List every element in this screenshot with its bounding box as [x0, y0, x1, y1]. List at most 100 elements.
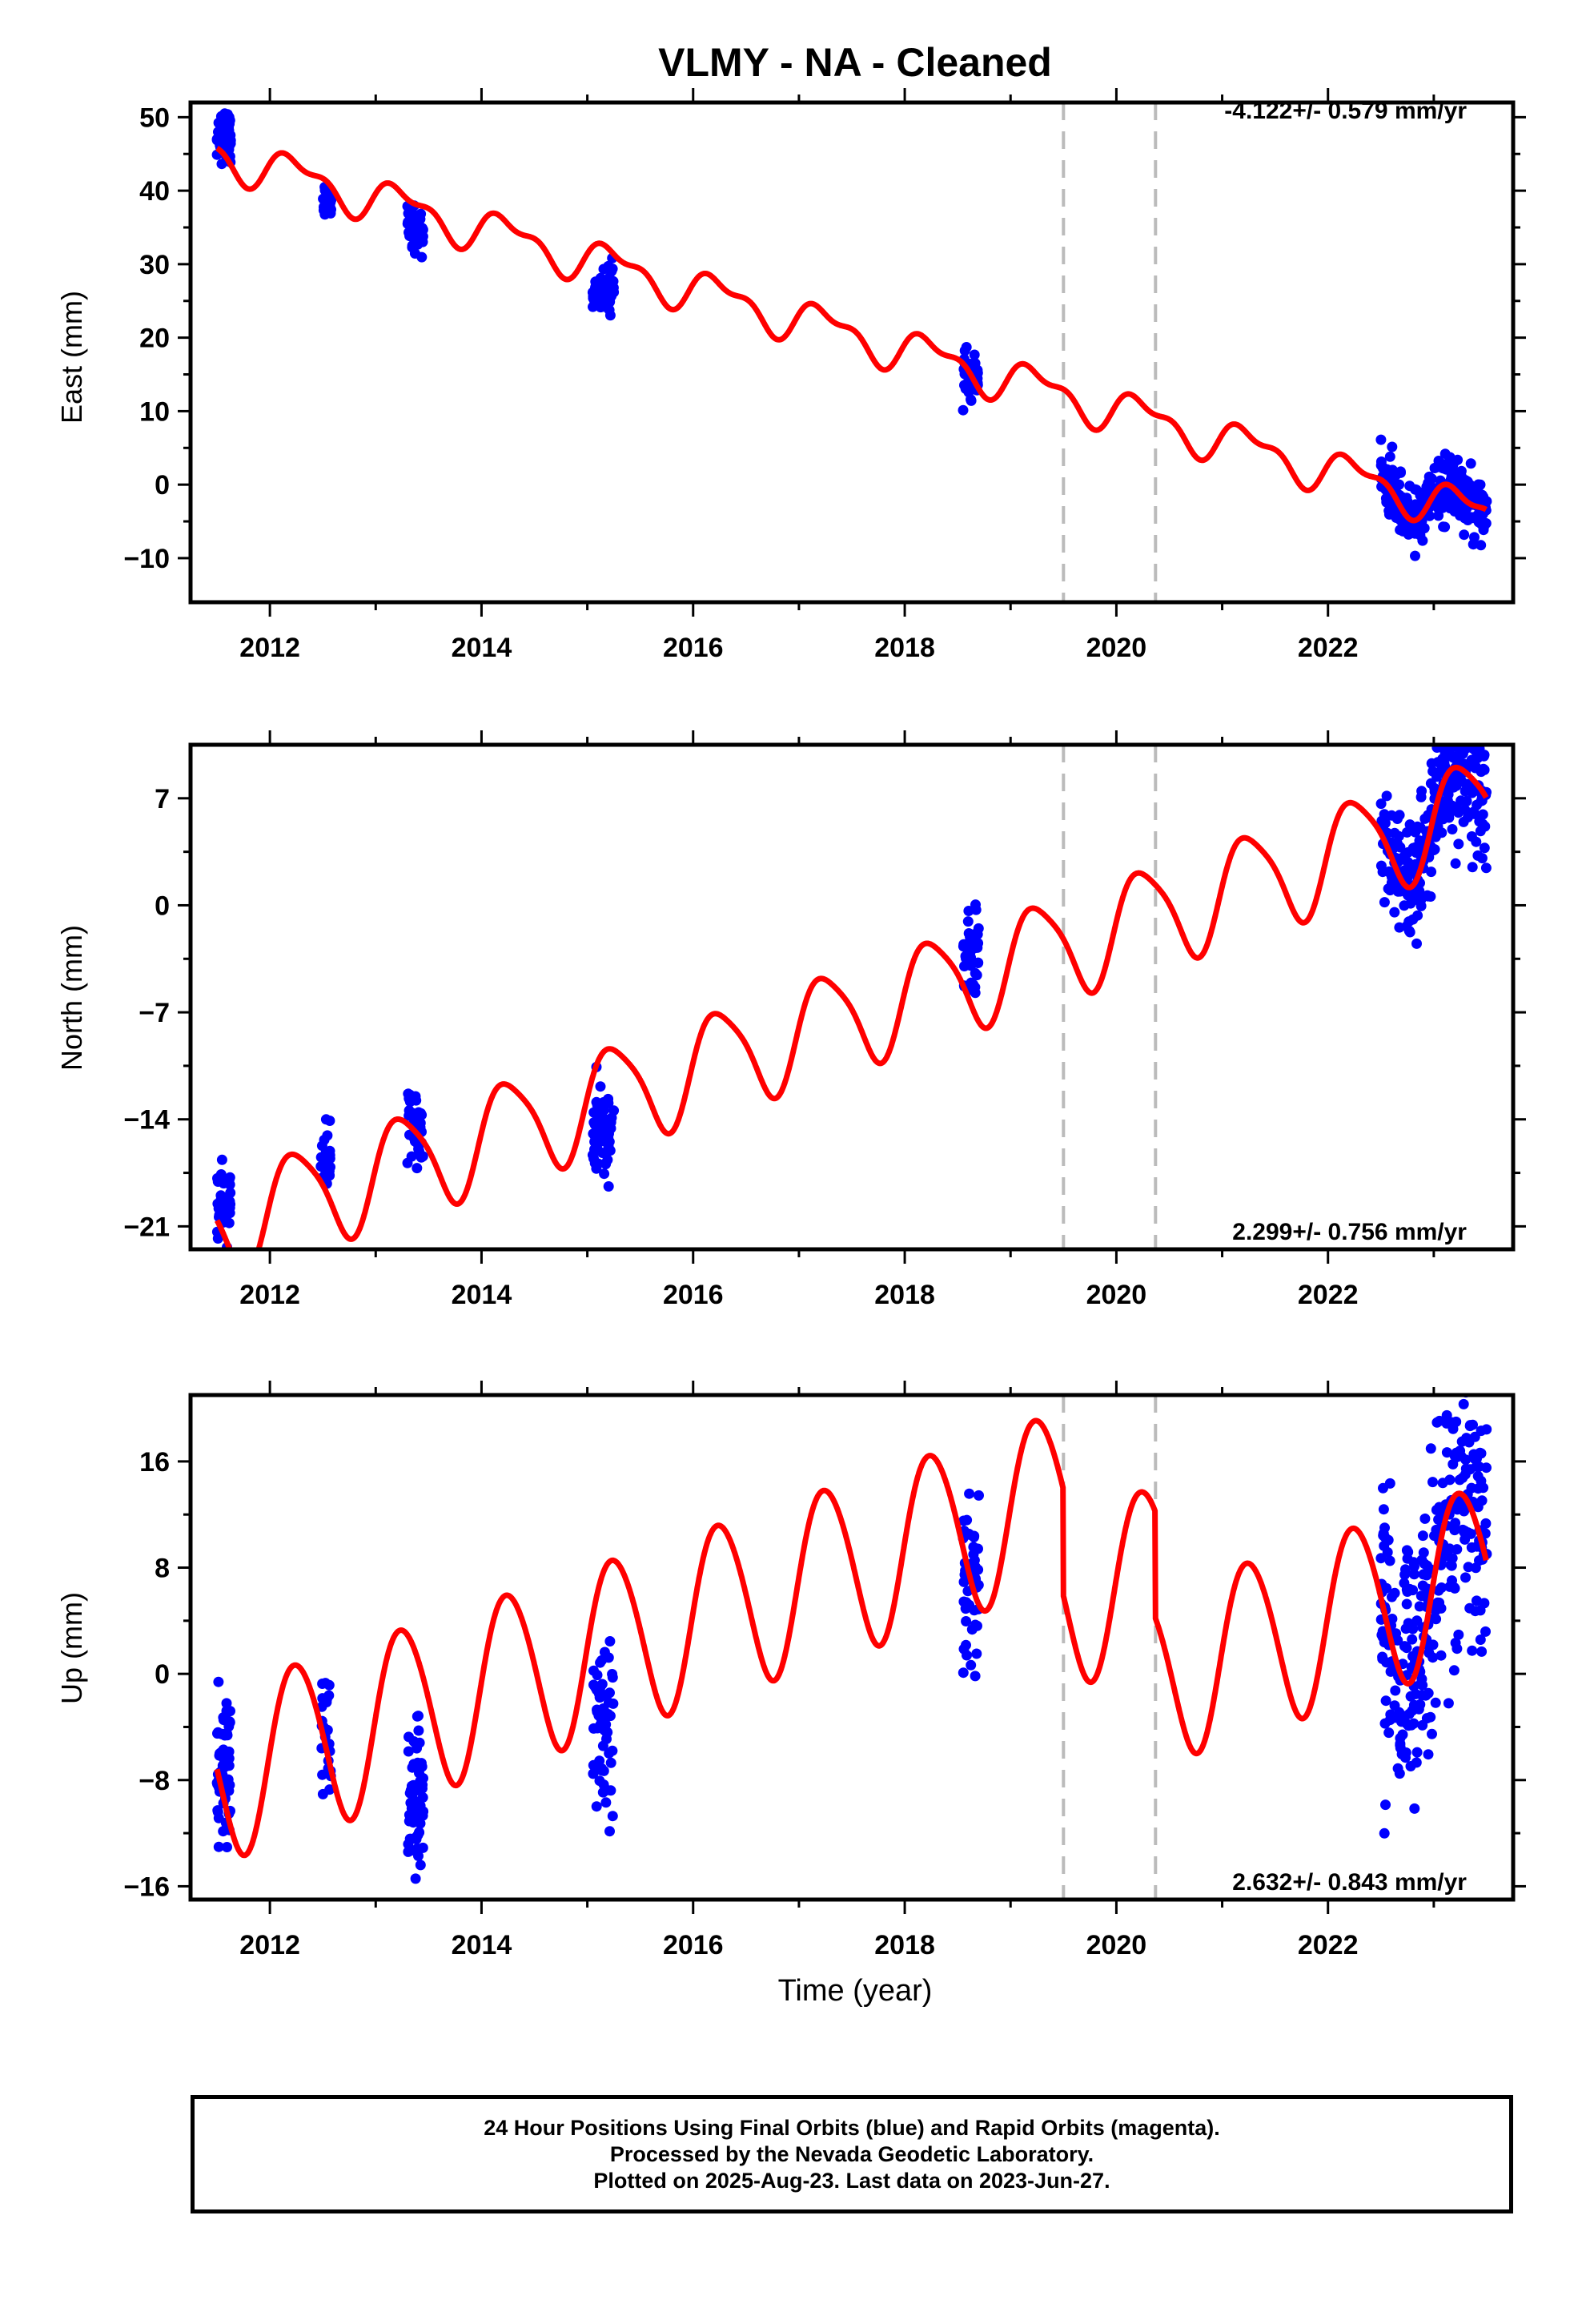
north-data-point	[1470, 761, 1481, 772]
north-data-point	[1468, 808, 1480, 819]
up-data-point	[958, 1667, 969, 1679]
up-ylabel: Up (mm)	[55, 1592, 88, 1704]
north-data-point	[1448, 730, 1459, 740]
north-data-point	[1441, 698, 1452, 709]
up-data-point	[966, 1659, 977, 1671]
up-data-point	[416, 1758, 427, 1769]
east-data-point	[1417, 535, 1428, 546]
up-data-point	[1436, 1582, 1447, 1593]
up-data-point	[1476, 1646, 1488, 1657]
up-data-point	[1427, 1639, 1439, 1651]
north-data-point	[599, 1168, 610, 1180]
up-data-point	[1442, 1550, 1453, 1562]
up-data-point	[1379, 1540, 1390, 1551]
north-data-point	[1447, 731, 1458, 742]
caption-line-2: Processed by the Nevada Geodetic Laborat…	[609, 2141, 1094, 2166]
up-data-point	[1472, 1470, 1484, 1482]
up-data-point	[1437, 1478, 1448, 1489]
east-data-point	[1448, 472, 1460, 484]
north-data-point	[1460, 730, 1471, 740]
north-data-point	[1456, 775, 1467, 786]
up-data-point	[412, 1711, 423, 1722]
north-data-point	[413, 1144, 424, 1155]
up-data-point	[1460, 1572, 1471, 1583]
east-data-point	[1375, 434, 1387, 445]
north-panel: North (mm) 2.299+/- 0.756 mm/yr 2012 2014…	[55, 688, 1526, 1310]
north-data-point	[1440, 732, 1451, 742]
east-data-point	[1440, 485, 1451, 497]
east-data-point	[1475, 493, 1485, 504]
up-data-point	[1435, 1602, 1447, 1614]
east-data-point	[1449, 506, 1460, 517]
up-data-point	[607, 1672, 618, 1683]
up-data-point	[970, 1671, 981, 1682]
north-data-point	[1452, 717, 1462, 727]
up-data-points	[211, 1395, 1492, 1884]
north-data-point	[969, 942, 980, 953]
north-data-point	[1473, 734, 1484, 744]
east-data-point	[1439, 448, 1451, 460]
north-data-point	[1467, 862, 1478, 873]
east-data-point	[219, 108, 231, 119]
east-data-point	[1473, 479, 1484, 490]
caption-line-1: 24 Hour Positions Using Final Orbits (bl…	[484, 2115, 1220, 2140]
east-y-tick-label: 30	[139, 250, 170, 280]
up-data-point	[1468, 1449, 1480, 1460]
east-data-point	[962, 382, 973, 393]
east-model-curve	[215, 146, 1488, 524]
up-axes-frame	[188, 1393, 1516, 1902]
up-data-point	[1378, 1530, 1389, 1541]
north-data-point	[1439, 712, 1449, 722]
up-data-point	[1397, 1729, 1408, 1740]
up-data-point	[1391, 1628, 1402, 1639]
east-x-tick-label: 2014	[452, 633, 512, 663]
up-data-point	[413, 1725, 424, 1736]
up-data-point	[413, 1851, 424, 1861]
up-data-point	[594, 1755, 605, 1767]
north-data-point	[1407, 914, 1419, 925]
up-panel: Up (mm) 2.632+/- 0.843 mm/yr 2012 2014 201…	[55, 1381, 1526, 1960]
north-data-point	[1454, 718, 1464, 729]
up-data-point	[1384, 1478, 1395, 1489]
caption-box: 24 Hour Positions Using Final Orbits (bl…	[191, 2095, 1513, 2213]
up-data-point	[1452, 1544, 1463, 1555]
north-data-point	[1440, 688, 1451, 698]
east-data-point	[1449, 456, 1460, 467]
up-data-point	[1415, 1699, 1426, 1710]
east-ylabel: East (mm)	[55, 291, 88, 424]
up-data-point	[1394, 1707, 1405, 1718]
up-data-point	[1427, 1728, 1437, 1739]
up-data-point	[599, 1647, 610, 1658]
east-y-tick-label: −10	[123, 544, 170, 574]
north-data-point	[959, 961, 970, 971]
north-data-point	[591, 1096, 602, 1108]
north-data-point	[965, 931, 976, 943]
x-axis-label: Time (year)	[778, 1974, 933, 2008]
up-data-point	[1443, 1698, 1454, 1709]
up-data-point	[1481, 1424, 1492, 1435]
up-data-point	[974, 1490, 984, 1501]
up-data-point	[591, 1801, 602, 1812]
up-data-point	[971, 1648, 982, 1659]
north-data-point	[963, 906, 974, 916]
up-data-point	[1384, 1555, 1395, 1566]
up-data-point	[962, 1598, 974, 1610]
north-data-point	[595, 1081, 606, 1092]
north-data-point	[603, 1093, 614, 1104]
up-data-point	[412, 1811, 423, 1823]
north-data-point	[1474, 816, 1485, 827]
up-data-point	[1400, 1623, 1411, 1634]
up-data-point	[1380, 1695, 1391, 1707]
east-data-point	[1459, 529, 1470, 541]
up-data-point	[1405, 1691, 1416, 1702]
north-data-point	[1450, 858, 1461, 869]
up-data-point	[1399, 1569, 1411, 1580]
east-data-point	[1387, 441, 1398, 452]
up-data-point	[1448, 1665, 1460, 1676]
east-panel: East (mm) -4.122+/- 0.579 mm/yr 2012 2014…	[55, 88, 1526, 663]
north-x-tick-label: 2018	[874, 1280, 935, 1310]
north-data-point	[1426, 866, 1437, 878]
up-data-point	[218, 1744, 229, 1755]
north-data-point	[408, 1108, 419, 1119]
north-data-point	[1447, 824, 1458, 834]
